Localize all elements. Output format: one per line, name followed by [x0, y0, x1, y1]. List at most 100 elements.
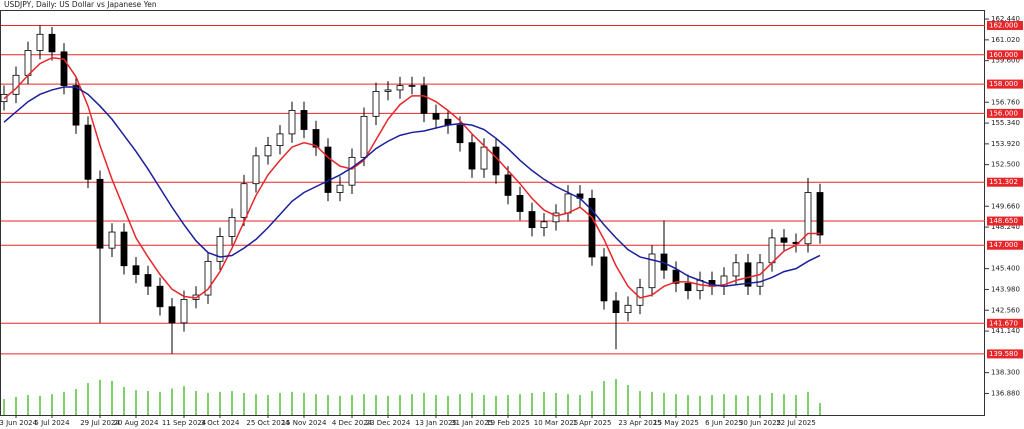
volume-bar — [531, 393, 533, 415]
y-tick-label: 149.660 — [991, 202, 1020, 210]
volume-bar — [675, 394, 677, 415]
volume-bar — [471, 393, 473, 415]
volume-bar — [111, 381, 113, 415]
level-label: 141.670 — [989, 319, 1018, 327]
candle-body — [228, 216, 236, 237]
volume-bar — [387, 395, 389, 415]
volume-bar — [255, 394, 257, 415]
y-tick-label: 141.140 — [991, 327, 1020, 335]
volume-bar — [171, 388, 173, 415]
candle-body — [612, 300, 620, 314]
candle-body — [552, 212, 560, 223]
y-tick-label: 142.560 — [991, 306, 1020, 314]
candle-body — [180, 299, 188, 324]
candle-body — [408, 85, 416, 87]
volume-bar — [279, 393, 281, 415]
candle-body — [432, 112, 440, 120]
volume-bar — [459, 394, 461, 415]
volume-bar — [663, 393, 665, 415]
volume-bar — [639, 391, 641, 415]
candle-body — [324, 146, 332, 193]
volume-bar — [231, 391, 233, 415]
moving-average — [3, 56, 820, 299]
x-tick-label: 13 Jun 2024 — [0, 419, 38, 427]
x-tick-label: 20 Aug 2024 — [114, 419, 159, 427]
candle-body — [492, 146, 500, 176]
level-label: 160.000 — [989, 51, 1018, 59]
volume-bar — [339, 395, 341, 415]
volume-bar — [291, 391, 293, 415]
x-tick-label: 29 Jul 2024 — [80, 419, 120, 427]
volume-bar — [375, 395, 377, 415]
level-tag — [987, 216, 1023, 226]
y-tick-label: 153.920 — [991, 140, 1020, 148]
volume-bar — [447, 395, 449, 415]
y-tick-label: 148.240 — [991, 223, 1020, 231]
volume-bar — [591, 391, 593, 415]
x-tick-label: 23 Apr 2025 — [618, 419, 661, 427]
candle-body — [264, 145, 272, 157]
x-tick-label: 10 Mar 2025 — [534, 419, 578, 427]
candle-body — [564, 193, 572, 214]
level-tag — [987, 79, 1023, 89]
candle-body — [516, 195, 524, 212]
level-tag — [987, 21, 1023, 31]
candle-body — [744, 262, 752, 287]
candle-body — [84, 124, 92, 180]
candle-body — [348, 156, 356, 186]
candle-body — [108, 231, 116, 249]
y-tick-label: 159.600 — [991, 57, 1020, 65]
level-label: 139.580 — [989, 350, 1018, 358]
candle-body — [132, 265, 140, 275]
y-tick-label: 161.020 — [991, 36, 1020, 44]
volume-bar — [351, 395, 353, 415]
volume-bar — [627, 385, 629, 415]
x-tick-label: 5 Jul 2024 — [34, 419, 70, 427]
volume-bar — [603, 381, 605, 415]
level-label: 156.000 — [989, 109, 1018, 117]
volume-bar — [51, 394, 53, 415]
candle-body — [480, 146, 488, 170]
candle-body — [96, 178, 104, 249]
candle-body — [36, 33, 44, 51]
x-tick-label: 4 Dec 2024 — [332, 419, 373, 427]
candle-body — [384, 89, 392, 92]
candle-body — [372, 91, 380, 117]
y-tick-label: 143.980 — [991, 285, 1020, 293]
volume-bar — [483, 395, 485, 415]
x-tick-label: 25 Oct 2024 — [246, 419, 290, 427]
candle-body — [600, 256, 608, 302]
candle-body — [672, 269, 680, 284]
candle-body — [60, 51, 68, 86]
volume-bar — [615, 379, 617, 415]
candle-body — [528, 211, 536, 229]
candle-body — [768, 237, 776, 264]
x-tick-label: 19 Feb 2025 — [486, 419, 530, 427]
level-label: 148.650 — [989, 217, 1018, 225]
volume-bar — [15, 397, 17, 415]
candle-body — [780, 237, 788, 243]
level-tag — [987, 177, 1023, 187]
candle-body — [276, 133, 284, 147]
volume-bar — [219, 391, 221, 415]
candle-body — [312, 129, 320, 148]
volume-bar — [507, 395, 509, 415]
candle-body — [48, 33, 56, 53]
y-tick-label: 145.400 — [991, 265, 1020, 273]
level-tag — [987, 318, 1023, 328]
x-tick-label: 13 Jan 2025 — [415, 419, 457, 427]
volume-bar — [795, 395, 797, 415]
candle-body — [300, 110, 308, 130]
x-tick-label: 11 Sep 2024 — [162, 419, 207, 427]
level-label: 147.000 — [989, 241, 1018, 249]
x-tick-label: 30 Jun 2025 — [739, 419, 781, 427]
volume-bar — [3, 399, 5, 415]
candle-body — [156, 285, 164, 308]
candle-body — [816, 192, 824, 236]
candle-body — [120, 231, 128, 267]
y-tick-label: 152.500 — [991, 161, 1020, 169]
volume-bar — [711, 395, 713, 415]
x-tick-label: 23 Dec 2024 — [366, 419, 411, 427]
volume-bar — [747, 395, 749, 415]
candle-body — [240, 183, 248, 218]
